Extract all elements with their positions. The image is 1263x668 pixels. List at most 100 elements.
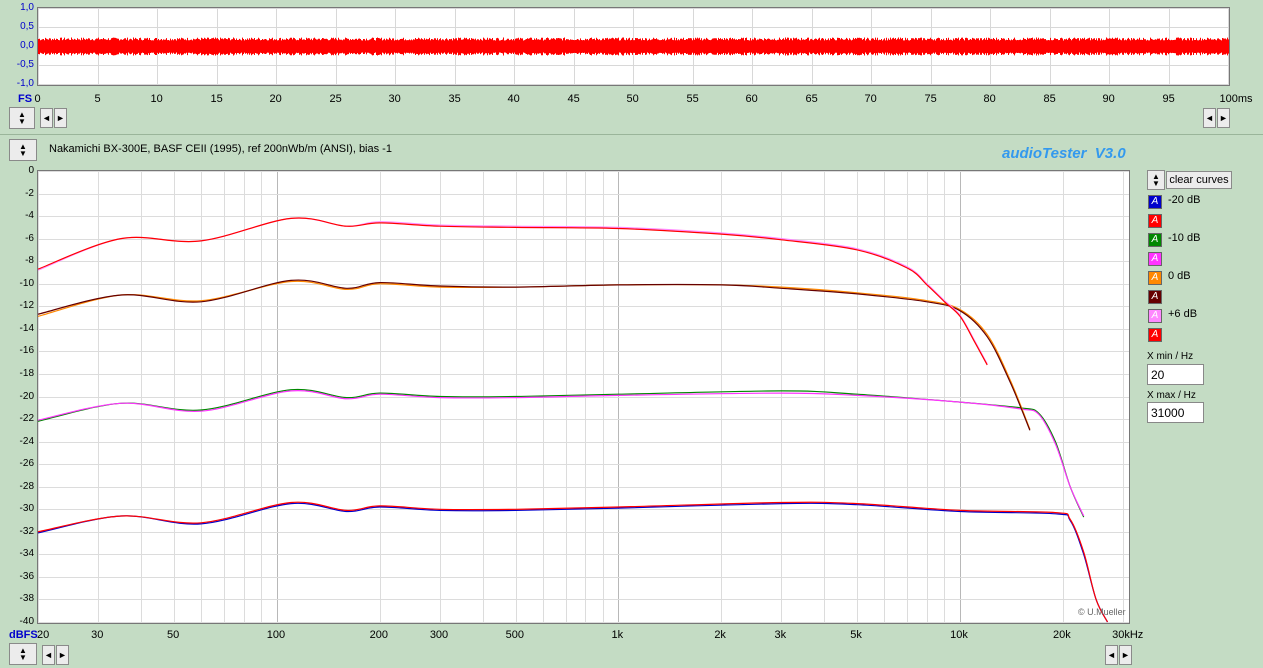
spin-up-icon: ▲: [19, 142, 27, 151]
y-tick-label: -28: [19, 480, 34, 492]
scope-scroll-left-button[interactable]: ◄: [40, 108, 53, 128]
scope-x-tick-label: 35: [448, 93, 461, 105]
legend-label: -10 dB: [1168, 232, 1201, 244]
scope-x-tick-label: 5: [94, 93, 101, 105]
title-spinner[interactable]: ▲ ▼: [9, 139, 37, 161]
main-scroll-right-button-2[interactable]: ►: [1119, 645, 1132, 665]
arrow-left-icon: ◄: [1205, 113, 1214, 123]
x-tick-label: 2k: [714, 629, 726, 641]
spin-up-icon: ▲: [18, 110, 26, 119]
main-scroll-left-button-2[interactable]: ◄: [1105, 645, 1118, 665]
scope-x-tick-label: 50: [626, 93, 639, 105]
x-tick-label: 50: [166, 629, 180, 641]
scope-y-tick-label: -1,0: [16, 77, 34, 89]
legend-swatch-4[interactable]: A: [1148, 271, 1162, 285]
main-scroll-left-button[interactable]: ◄: [42, 645, 55, 665]
scope-scroll-right-button[interactable]: ►: [54, 108, 67, 128]
brand-logo: audioTester V3.0: [1002, 145, 1126, 162]
legend-swatch-2[interactable]: A: [1148, 233, 1162, 247]
main-scroll-right-button[interactable]: ►: [56, 645, 69, 665]
clear-curves-button[interactable]: clear curves: [1166, 171, 1232, 189]
legend-swatch-7[interactable]: A: [1148, 328, 1162, 342]
scope-x-tick-label: 45: [567, 93, 580, 105]
scope-y-tick-label: 0,5: [20, 20, 34, 32]
frequency-response-chart: [38, 171, 1129, 623]
scope-x-tick-label: 85: [1043, 93, 1056, 105]
legend-swatch-6[interactable]: A: [1148, 309, 1162, 323]
scope-x-tick-label: 70: [864, 93, 877, 105]
frequency-plot: [37, 170, 1130, 624]
y-tick-label: 0: [28, 164, 34, 176]
x-tick-label: 100: [266, 629, 286, 641]
x-tick-label: 200: [369, 629, 389, 641]
spin-down-icon: ▼: [1152, 179, 1160, 188]
series-line-3: [38, 390, 1085, 517]
y-tick-label: -30: [19, 502, 34, 514]
scope-x-tick-label: 95: [1162, 93, 1175, 105]
copyright: © U.Mueller: [1078, 607, 1126, 617]
y-tick-label: -12: [19, 299, 34, 311]
scope-x-tick-label: 10: [150, 93, 163, 105]
xmin-input[interactable]: [1147, 364, 1204, 385]
y-tick-label: -6: [25, 232, 34, 244]
arrow-right-icon: ►: [1121, 650, 1130, 660]
scope-x-tick-label: 65: [805, 93, 818, 105]
scope-x-tick-label: 100ms: [1219, 93, 1253, 105]
scope-trace: [38, 8, 1229, 85]
scope-scroll-right-button-2[interactable]: ►: [1217, 108, 1230, 128]
legend-label: +6 dB: [1168, 308, 1198, 320]
scope-x-tick-label: 25: [329, 93, 342, 105]
scope-plot: [37, 7, 1230, 86]
scope-unit-label: FS: [18, 93, 33, 105]
y-tick-label: -20: [19, 390, 34, 402]
spin-down-icon: ▼: [19, 653, 27, 662]
y-tick-label: -38: [19, 592, 34, 604]
x-tick-label: 1k: [611, 629, 624, 641]
scope-x-tick-label: 90: [1102, 93, 1115, 105]
x-tick-label: 3k: [774, 629, 787, 641]
series-line-2: [38, 388, 1085, 518]
spin-down-icon: ▼: [19, 149, 27, 158]
arrow-right-icon: ►: [56, 113, 65, 123]
y-tick-label: -16: [19, 344, 34, 356]
y-tick-label: -2: [25, 187, 34, 199]
y-tick-label: -26: [19, 457, 34, 469]
arrow-left-icon: ◄: [1107, 650, 1116, 660]
x-tick-label: 20k: [1052, 629, 1071, 641]
spin-down-icon: ▼: [18, 117, 26, 126]
x-tick-label: 30kHz: [1112, 629, 1144, 641]
legend-swatch-1[interactable]: A: [1148, 214, 1162, 228]
arrow-right-icon: ►: [1219, 113, 1228, 123]
y-tick-label: -22: [19, 412, 34, 424]
legend-swatch-5[interactable]: A: [1148, 290, 1162, 304]
scope-scroll-left-button-2[interactable]: ◄: [1203, 108, 1216, 128]
scope-x-tick-label: 0: [34, 93, 41, 105]
y-tick-label: -14: [19, 322, 34, 334]
scope-x-tick-label: 55: [686, 93, 699, 105]
xmax-input[interactable]: [1147, 402, 1204, 423]
y-tick-label: -34: [19, 547, 34, 559]
x-tick-label: 300: [429, 629, 449, 641]
legend-spinner[interactable]: ▲ ▼: [1147, 170, 1165, 190]
scope-y-tick-label: -0,5: [16, 58, 34, 70]
scope-x-tick-label: 15: [210, 93, 223, 105]
xmin-label: X min / Hz: [1147, 351, 1194, 362]
x-tick-label: 5k: [850, 629, 862, 641]
series-line-4: [38, 280, 1031, 430]
scope-x-tick-label: 20: [269, 93, 282, 105]
main-y-spinner[interactable]: ▲ ▼: [9, 643, 37, 665]
legend-swatch-3[interactable]: A: [1148, 252, 1162, 266]
scope-x-tick-label: 75: [924, 93, 937, 105]
scope-signal: [38, 37, 1229, 56]
legend-label: -20 dB: [1168, 194, 1201, 206]
y-tick-label: -36: [19, 570, 34, 582]
arrow-right-icon: ►: [58, 650, 67, 660]
y-tick-label: -8: [25, 254, 34, 266]
scope-x-tick-label: 60: [745, 93, 758, 105]
scope-y-spinner[interactable]: ▲ ▼: [9, 107, 35, 129]
scope-x-tick-label: 80: [983, 93, 996, 105]
scope-y-tick-label: 1,0: [20, 1, 34, 13]
series-line-7: [38, 217, 988, 366]
legend-swatch-0[interactable]: A: [1148, 195, 1162, 209]
scope-x-tick-label: 30: [388, 93, 401, 105]
